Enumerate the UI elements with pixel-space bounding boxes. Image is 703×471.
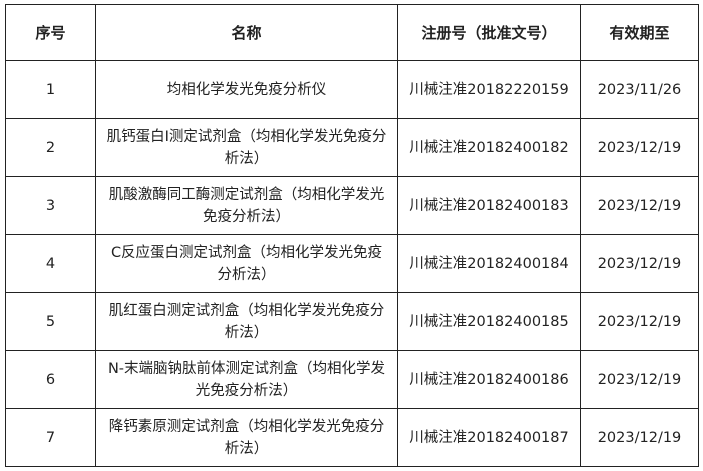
cell-reg: 川械注准20182400186: [397, 350, 581, 409]
header-valid: 有效期至: [580, 4, 699, 61]
cell-name: 肌酸激酶同工酶测定试剂盒（均相化学发光免疫分析法）: [95, 176, 398, 235]
cell-no: 7: [5, 408, 96, 467]
cell-name: 降钙素原测定试剂盒（均相化学发光免疫分析法）: [95, 408, 398, 467]
header-name: 名称: [95, 4, 398, 61]
cell-name: C反应蛋白测定试剂盒（均相化学发光免疫分析法）: [95, 234, 398, 293]
cell-name: 肌钙蛋白I测定试剂盒（均相化学发光免疫分析法）: [95, 118, 398, 177]
cell-valid: 2023/12/19: [580, 350, 699, 409]
header-reg: 注册号（批准文号）: [397, 4, 581, 61]
cell-no: 4: [5, 234, 96, 293]
cell-valid: 2023/12/19: [580, 408, 699, 467]
cell-reg: 川械注准20182400184: [397, 234, 581, 293]
cell-valid: 2023/12/19: [580, 176, 699, 235]
table-row: 5 肌红蛋白测定试剂盒（均相化学发光免疫分析法） 川械注准20182400185 20…: [5, 292, 699, 351]
cell-reg: 川械注准20182400187: [397, 408, 581, 467]
registration-table: 序号 名称 注册号（批准文号） 有效期至 1 均相化学发光免疫分析仪 川械注准201…: [5, 4, 699, 467]
cell-no: 5: [5, 292, 96, 351]
cell-reg: 川械注准20182400182: [397, 118, 581, 177]
cell-valid: 2023/11/26: [580, 60, 699, 119]
cell-name: N-末端脑钠肽前体测定试剂盒（均相化学发光免疫分析法）: [95, 350, 398, 409]
cell-reg: 川械注准20182400183: [397, 176, 581, 235]
cell-no: 2: [5, 118, 96, 177]
header-no: 序号: [5, 4, 96, 61]
table-row: 1 均相化学发光免疫分析仪 川械注准20182220159 2023/11/26: [5, 60, 699, 119]
table-row: 3 肌酸激酶同工酶测定试剂盒（均相化学发光免疫分析法） 川械注准2018240018…: [5, 176, 699, 235]
header-row: 序号 名称 注册号（批准文号） 有效期至: [5, 4, 699, 61]
cell-valid: 2023/12/19: [580, 118, 699, 177]
table-row: 7 降钙素原测定试剂盒（均相化学发光免疫分析法） 川械注准20182400187 20…: [5, 408, 699, 467]
cell-no: 6: [5, 350, 96, 409]
table-row: 2 肌钙蛋白I测定试剂盒（均相化学发光免疫分析法） 川械注准20182400182 2…: [5, 118, 699, 177]
cell-no: 3: [5, 176, 96, 235]
cell-name: 均相化学发光免疫分析仪: [95, 60, 398, 119]
cell-reg: 川械注准20182220159: [397, 60, 581, 119]
cell-name: 肌红蛋白测定试剂盒（均相化学发光免疫分析法）: [95, 292, 398, 351]
table-row: 6 N-末端脑钠肽前体测定试剂盒（均相化学发光免疫分析法） 川械注准20182400…: [5, 350, 699, 409]
cell-no: 1: [5, 60, 96, 119]
table-row: 4 C反应蛋白测定试剂盒（均相化学发光免疫分析法） 川械注准20182400184 2…: [5, 234, 699, 293]
cell-reg: 川械注准20182400185: [397, 292, 581, 351]
cell-valid: 2023/12/19: [580, 292, 699, 351]
cell-valid: 2023/12/19: [580, 234, 699, 293]
